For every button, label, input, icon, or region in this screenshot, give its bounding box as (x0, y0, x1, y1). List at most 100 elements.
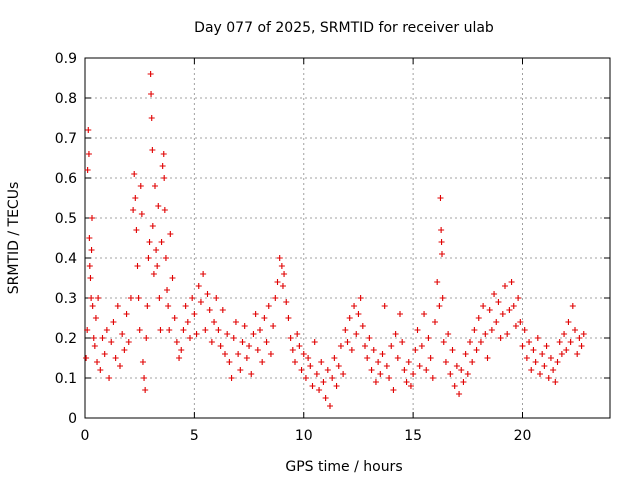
data-point (335, 363, 342, 369)
data-point (279, 283, 286, 289)
data-point (305, 355, 312, 361)
data-point (469, 359, 476, 365)
data-point (165, 303, 172, 309)
data-point (554, 359, 561, 365)
data-point (117, 363, 123, 369)
data-point (99, 335, 106, 341)
data-point (206, 307, 213, 313)
y-tick-label: 0.4 (55, 251, 77, 267)
data-point (101, 351, 108, 357)
data-point (327, 403, 333, 409)
data-point (342, 327, 349, 333)
data-point (449, 347, 456, 353)
data-point (488, 327, 495, 333)
data-point (412, 347, 419, 353)
data-point (576, 335, 583, 341)
data-point (265, 303, 272, 309)
data-point (167, 231, 174, 237)
data-point (146, 239, 153, 245)
data-point (130, 207, 137, 213)
data-point (261, 315, 268, 321)
data-point (108, 339, 115, 345)
data-point (85, 151, 92, 157)
data-point (154, 263, 161, 269)
data-point (318, 359, 325, 365)
data-point (166, 327, 173, 333)
data-point (204, 291, 211, 297)
data-point (309, 383, 316, 389)
data-point (569, 303, 576, 309)
data-point (287, 335, 294, 341)
data-point (397, 311, 403, 317)
data-point (103, 327, 110, 333)
data-point (149, 223, 156, 229)
data-point (127, 295, 134, 301)
data-point (537, 371, 543, 377)
data-point (401, 367, 408, 373)
data-point (545, 375, 552, 381)
data-point (552, 379, 559, 385)
data-point (353, 331, 360, 337)
data-point (425, 335, 432, 341)
data-point (558, 351, 565, 357)
y-tick-label: 0.1 (55, 371, 77, 387)
data-point (97, 367, 104, 373)
data-point (237, 367, 244, 373)
data-point (296, 343, 303, 349)
data-point (471, 327, 478, 333)
data-point (276, 255, 283, 261)
data-point (368, 367, 375, 373)
data-point (375, 359, 382, 365)
data-point (482, 331, 489, 337)
x-axis-label: GPS time / hours (285, 459, 402, 475)
data-point (106, 375, 113, 381)
data-point (243, 355, 250, 361)
data-point (355, 311, 362, 317)
data-point (407, 383, 414, 389)
data-point (88, 247, 95, 253)
data-point (158, 239, 165, 245)
data-point (149, 147, 156, 153)
data-point (259, 359, 266, 365)
data-point (445, 331, 452, 337)
y-tick-label: 0 (68, 411, 77, 427)
data-point (333, 383, 340, 389)
data-point (202, 327, 209, 333)
x-tick-label: 15 (404, 428, 422, 444)
data-point (239, 339, 246, 345)
data-point (359, 323, 366, 329)
data-point (173, 339, 180, 345)
data-point (85, 127, 92, 133)
data-point (235, 351, 242, 357)
data-point (150, 271, 157, 277)
data-point (193, 331, 200, 337)
data-point (217, 343, 224, 349)
data-point (462, 351, 469, 357)
data-point (539, 351, 546, 357)
data-point (252, 311, 259, 317)
data-point (460, 379, 467, 385)
data-point (495, 299, 502, 305)
data-point (189, 295, 196, 301)
data-point (447, 371, 454, 377)
data-point (180, 327, 187, 333)
data-point (171, 315, 178, 321)
y-tick-label: 0.9 (55, 51, 77, 67)
data-point (337, 343, 344, 349)
data-point (438, 227, 445, 233)
data-points (83, 71, 587, 409)
data-point (313, 371, 320, 377)
data-point (272, 295, 279, 301)
data-point (161, 175, 168, 181)
data-point (497, 335, 504, 341)
data-point (357, 295, 364, 301)
data-point (432, 319, 438, 325)
data-point (532, 359, 539, 365)
data-point (403, 379, 410, 385)
data-point (528, 367, 535, 373)
data-point (263, 339, 270, 345)
data-point (86, 263, 93, 269)
data-point (477, 339, 484, 345)
data-point (89, 215, 95, 221)
data-point (491, 291, 498, 297)
